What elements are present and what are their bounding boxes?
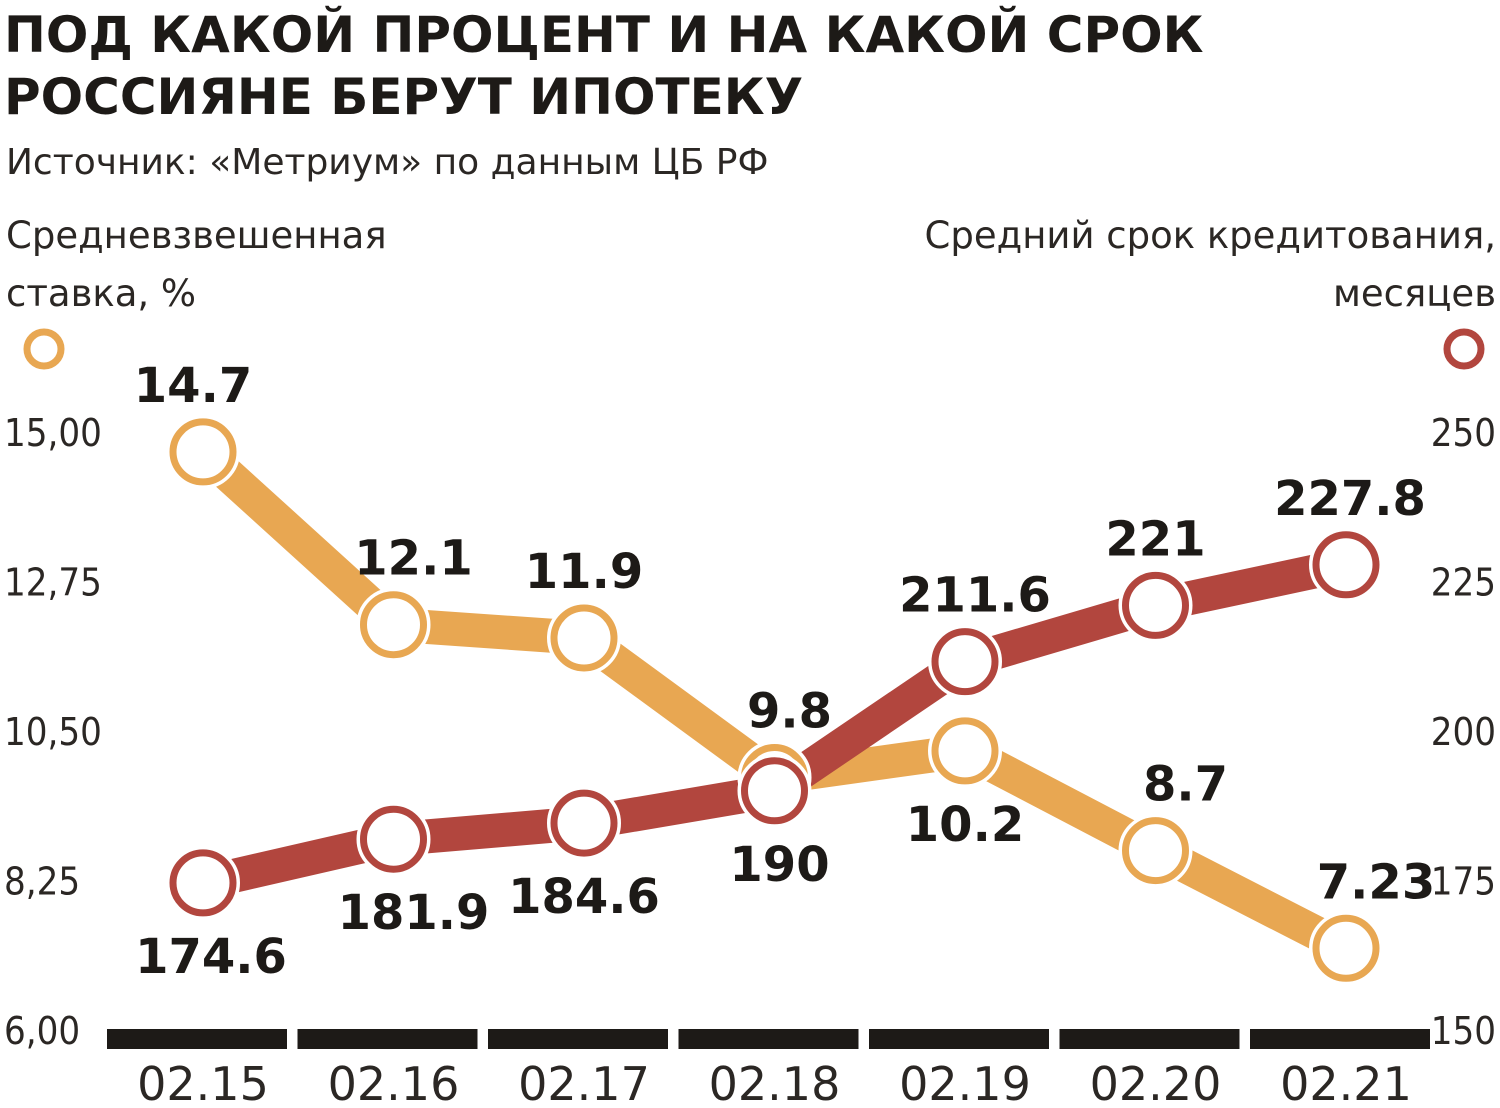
left-tick-label: 8,25 <box>4 860 80 904</box>
right-tick-label: 200 <box>1431 710 1496 754</box>
right-tick-label: 150 <box>1431 1009 1496 1053</box>
x-axis-segment <box>107 1029 287 1049</box>
left-tick-label: 15,00 <box>4 411 102 455</box>
x-tick-label: 02.18 <box>709 1057 841 1108</box>
x-tick-label: 02.21 <box>1280 1057 1412 1108</box>
chart-title-line-2: РОССИЯНЕ БЕРУТ ИПОТЕКУ <box>4 68 803 126</box>
rate-data-label: 7.23 <box>1317 854 1435 910</box>
chart-title-line-1: ПОД КАКОЙ ПРОЦЕНТ И НА КАКОЙ СРОК <box>4 5 1204 64</box>
x-axis-segment <box>678 1029 859 1049</box>
term-data-label: 190 <box>729 837 829 893</box>
rate-data-label: 10.2 <box>906 797 1024 853</box>
term-point <box>741 757 808 825</box>
rate-point <box>550 604 618 672</box>
left-tick-label: 12,75 <box>4 561 102 605</box>
term-data-label: 184.6 <box>508 869 660 925</box>
rate-point <box>169 418 237 486</box>
term-point <box>360 805 427 873</box>
x-tick-label: 02.20 <box>1090 1057 1222 1108</box>
right-axis-ticks: 150 175 200 225 250 <box>1431 411 1496 1053</box>
term-point <box>931 628 999 696</box>
legend-rate-marker <box>23 328 65 370</box>
rate-point <box>360 591 427 659</box>
rate-data-label: 11.9 <box>525 544 643 600</box>
left-axis-label-line-1: Средневзвешенная <box>6 214 387 257</box>
right-axis-label-line-2: месяцев <box>1333 272 1496 315</box>
term-data-label: 227.8 <box>1274 471 1426 527</box>
x-tick-label: 02.15 <box>137 1057 269 1108</box>
x-tick-label: 02.16 <box>328 1057 460 1108</box>
term-data-label: 211.6 <box>899 568 1051 624</box>
x-axis-segment <box>869 1029 1049 1049</box>
term-point <box>1122 571 1189 639</box>
right-tick-label: 175 <box>1431 860 1496 904</box>
data-labels: 14.7 12.1 11.9 9.8 10.2 8.7 7.23 174.6 181.9 184.… <box>134 358 1435 985</box>
rate-data-label: 12.1 <box>354 531 472 587</box>
term-point <box>550 789 618 857</box>
left-axis-label-line-2: ставка, % <box>6 272 196 315</box>
term-point <box>169 849 237 917</box>
rate-data-label: 14.7 <box>134 358 252 414</box>
left-axis-ticks: 6,00 8,25 10,50 12,75 15,00 <box>4 411 102 1053</box>
x-axis-segment <box>297 1029 478 1049</box>
rate-point <box>1122 817 1189 885</box>
x-tick-label: 02.19 <box>899 1057 1031 1108</box>
chart-subtitle: Источник: «Метриум» по данным ЦБ РФ <box>6 142 768 183</box>
rate-point <box>931 717 999 785</box>
x-axis-segment <box>488 1029 668 1049</box>
rate-data-label: 9.8 <box>747 684 832 740</box>
left-tick-label: 10,50 <box>4 710 102 754</box>
x-axis: 02.15 02.16 02.17 02.18 02.19 02.20 02.21 <box>107 1029 1430 1108</box>
left-tick-label: 6,00 <box>4 1009 80 1053</box>
rate-point <box>1312 914 1380 982</box>
x-axis-segment <box>1059 1029 1240 1049</box>
x-axis-segment <box>1250 1029 1430 1049</box>
term-point <box>1312 531 1380 599</box>
right-tick-label: 225 <box>1431 561 1496 605</box>
term-data-label: 174.6 <box>135 929 287 985</box>
x-tick-label: 02.17 <box>518 1057 650 1108</box>
term-data-label: 181.9 <box>338 885 490 941</box>
series-markers <box>166 414 1383 986</box>
term-data-label: 221 <box>1105 511 1205 567</box>
legend-term-marker <box>1443 328 1485 370</box>
rate-data-label: 8.7 <box>1143 757 1228 813</box>
right-tick-label: 250 <box>1431 411 1496 455</box>
right-axis-label-line-1: Средний срок кредитования, <box>925 214 1496 257</box>
